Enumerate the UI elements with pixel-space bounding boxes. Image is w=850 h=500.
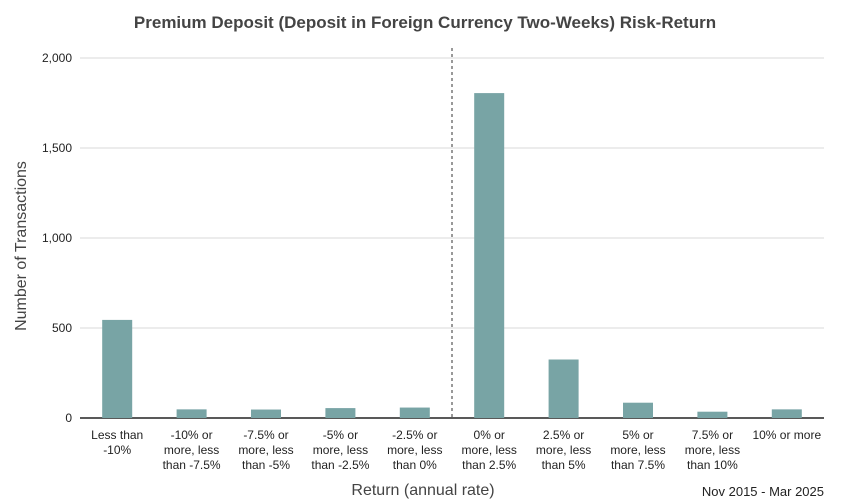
bar [474,93,505,418]
chart-title: Premium Deposit (Deposit in Foreign Curr… [134,13,716,32]
bar [697,411,728,418]
x-tick-label: -2.5% or more, less than 0% [387,428,442,472]
x-tick-label: 2.5% or more, less than 5% [536,428,591,472]
period-note: Nov 2015 - Mar 2025 [702,484,824,499]
y-tick-label: 1,500 [42,141,72,155]
x-tick-label: Less than -10% [91,428,143,457]
x-tick-label: -7.5% or more, less than -5% [238,428,293,472]
y-axis-ticks: 0 500 1,000 1,500 2,000 [42,51,72,425]
bar [399,407,430,418]
bar [176,409,207,418]
y-tick-label: 1,000 [42,231,72,245]
x-axis-title: Return (annual rate) [351,482,494,499]
x-tick-label: -10% or more, less than -7.5% [163,428,221,472]
y-tick-label: 0 [65,411,72,425]
x-tick-label: -5% or more, less than -2.5% [311,428,369,472]
gridlines [80,48,824,419]
bar [102,319,133,418]
x-tick-label: 0% or more, less than 2.5% [462,428,517,472]
bar [325,408,356,418]
y-axis-title: Number of Transactions [13,161,30,331]
y-tick-label: 500 [52,321,72,335]
x-tick-label: 7.5% or more, less than 10% [685,428,740,472]
x-axis-category-labels: Less than -10% -10% or more, less than -7.5%… [91,428,821,472]
bar [548,359,579,418]
bar [623,402,653,418]
x-tick-label: 10% or more [752,428,821,442]
bars [102,93,802,418]
bar [251,409,281,418]
bar [771,409,802,418]
x-tick-label: 5% or more, less than 7.5% [610,428,665,472]
y-tick-label: 2,000 [42,51,72,65]
